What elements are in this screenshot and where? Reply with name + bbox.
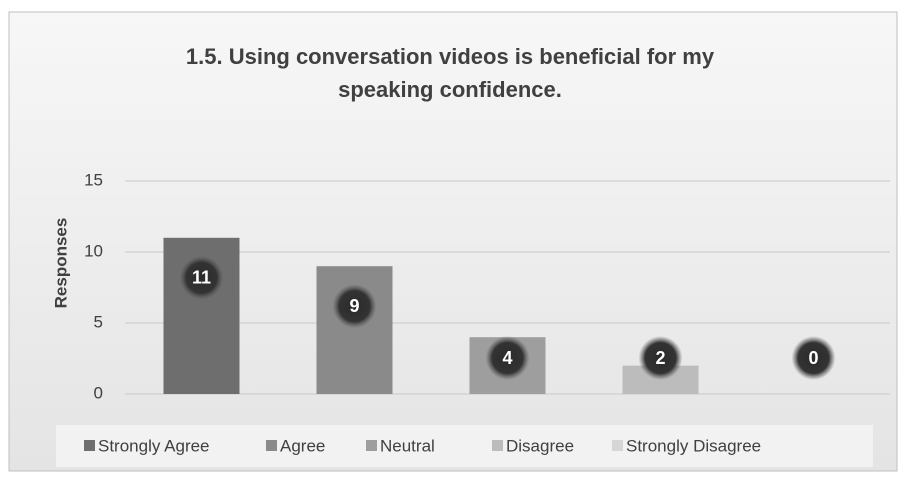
data-label-background	[791, 336, 836, 380]
legend-label: Strongly Disagree	[626, 436, 761, 455]
data-label-background	[638, 336, 683, 380]
y-tick-label: 5	[94, 312, 103, 331]
data-label-background	[485, 336, 530, 380]
y-tick-label: 0	[94, 383, 103, 402]
y-axis-label: Responses	[51, 218, 70, 309]
legend-label: Neutral	[380, 436, 435, 455]
legend-label: Strongly Agree	[98, 436, 210, 455]
data-label-background	[332, 284, 377, 329]
data-label-background	[179, 255, 224, 300]
data-label: 2	[655, 348, 665, 368]
y-tick-label: 10	[84, 241, 103, 260]
chart-title: 1.5. Using conversation videos is benefi…	[185, 44, 715, 102]
legend-label: Disagree	[506, 436, 574, 455]
legend-swatch	[84, 440, 95, 451]
data-label: 0	[808, 348, 818, 368]
legend-swatch	[612, 440, 623, 451]
legend-swatch	[266, 440, 277, 451]
legend-swatch	[366, 440, 377, 451]
y-tick-label: 15	[84, 170, 103, 189]
legend-label: Agree	[280, 436, 325, 455]
data-label: 9	[349, 296, 359, 316]
legend-box	[56, 425, 873, 467]
legend-swatch	[492, 440, 503, 451]
data-label: 11	[192, 268, 211, 288]
data-label: 4	[502, 348, 512, 368]
